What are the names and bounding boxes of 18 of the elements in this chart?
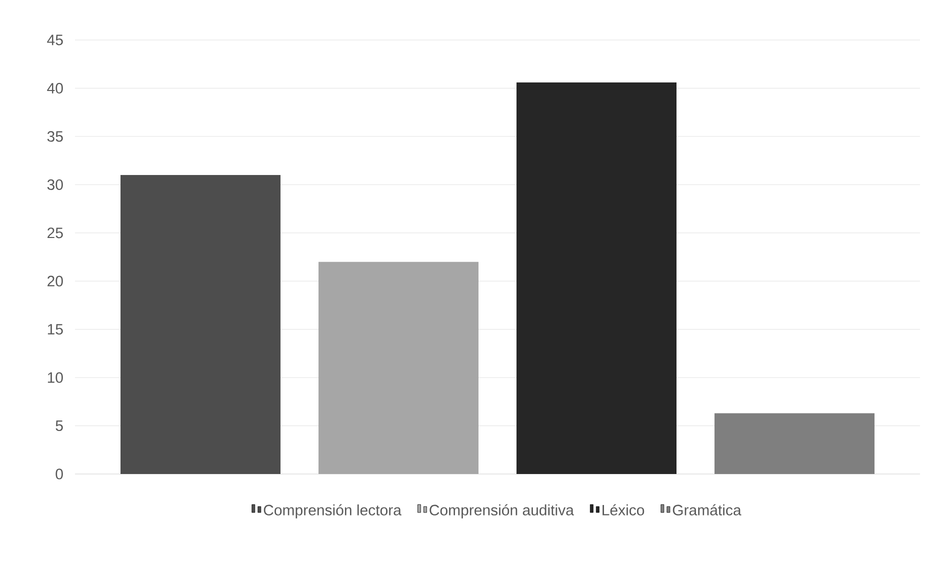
y-tick-label: 40 — [47, 82, 63, 94]
y-tick-label: 45 — [47, 34, 63, 46]
bar — [318, 262, 479, 474]
legend-label: Comprensión auditiva — [430, 504, 574, 518]
y-tick-label: 30 — [47, 179, 63, 190]
legend-label: Gramática — [672, 504, 742, 516]
bar — [120, 175, 281, 474]
y-tick-label: 15 — [48, 324, 63, 335]
y-tick-label: 20 — [48, 276, 63, 286]
y-tick-label: 5 — [56, 420, 63, 432]
legend-label: Comprensión lectora — [264, 504, 402, 518]
bar — [714, 413, 875, 474]
y-tick-label: 0 — [56, 468, 63, 480]
y-tick-label: 25 — [48, 228, 63, 238]
y-tick-label: 35 — [47, 131, 63, 142]
legend-label: Léxico — [602, 504, 644, 516]
bar — [516, 82, 677, 474]
y-tick-label: 10 — [48, 372, 63, 383]
